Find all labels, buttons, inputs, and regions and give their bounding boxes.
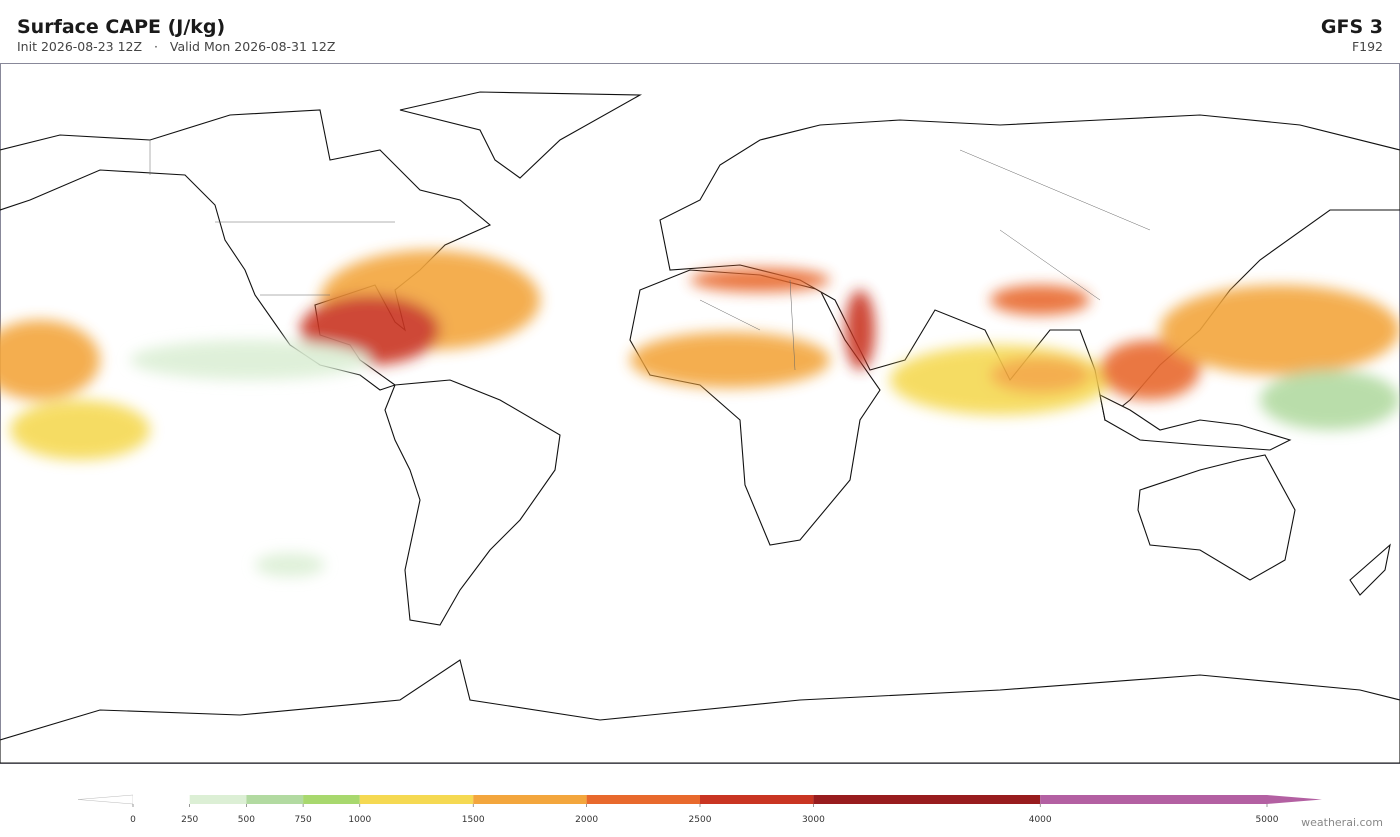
watermark: weatherai.com [1301, 816, 1383, 829]
colorbar-extend-low [77, 794, 134, 805]
colorbar-segment [359, 795, 474, 804]
colorbar-tick-label: 4000 [1029, 815, 1052, 825]
colorbar-segment [189, 795, 247, 804]
cape-field [0, 250, 1400, 577]
valid-time: Valid Mon 2026-08-31 12Z [169, 39, 336, 54]
forecast-hour: F192 [1351, 39, 1383, 54]
colorbar-tick-label: 1500 [462, 815, 485, 825]
colorbar-tick-label: 5000 [1256, 815, 1279, 825]
colorbar-tick-label: 2500 [689, 815, 712, 825]
colorbar-tick-label: 250 [181, 815, 198, 825]
subtitle: Init 2026-08-23 12Z · Valid Mon 2026-08-… [17, 39, 335, 54]
colorbar-segment [700, 795, 814, 804]
colorbar-segment [303, 795, 360, 804]
colorbar-segment [246, 795, 304, 804]
colorbar: 0 250 500 750 1000 1500 2000 2500 3000 4000 5000 [77, 794, 1322, 825]
colorbar-tick-label: 500 [238, 815, 255, 825]
init-time: Init 2026-08-23 12Z [17, 39, 143, 54]
colorbar-segment [1040, 795, 1267, 804]
colorbar-tick-label: 2000 [575, 815, 598, 825]
separator: · [153, 39, 158, 54]
colorbar-segment [133, 795, 190, 804]
borders [149, 140, 1151, 371]
colorbar-extend-high [1267, 795, 1322, 804]
colorbar-tick-label: 3000 [802, 815, 825, 825]
colorbar-segment [813, 795, 1041, 804]
model-name: GFS 3 [1320, 16, 1383, 38]
map-title: Surface CAPE (J/kg) [17, 16, 226, 38]
colorbar-segment [473, 795, 587, 804]
colorbar-tick-label: 0 [130, 815, 136, 825]
colorbar-tick-label: 750 [295, 815, 312, 825]
colorbar-segment [586, 795, 700, 804]
colorbar-tick-label: 1000 [348, 815, 371, 825]
